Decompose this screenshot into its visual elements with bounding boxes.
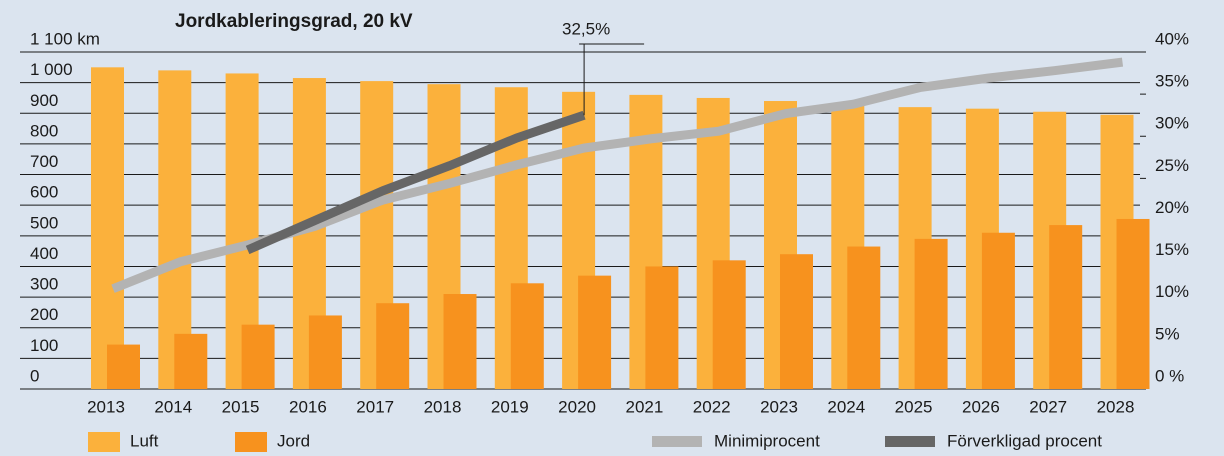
bar xyxy=(645,266,679,389)
legend-label: Minimiprocent xyxy=(714,431,820,450)
x-tick-label: 2015 xyxy=(222,397,260,416)
bar xyxy=(981,232,1015,389)
y-tick-label: 300 xyxy=(30,275,58,294)
x-tick-label: 2022 xyxy=(693,397,731,416)
bar xyxy=(914,238,948,389)
y2-tick-label: 20% xyxy=(1155,198,1189,217)
x-tick-label: 2023 xyxy=(760,397,798,416)
x-tick-label: 2027 xyxy=(1029,397,1067,416)
bar xyxy=(376,303,410,389)
legend-swatch xyxy=(88,432,120,452)
bar xyxy=(308,315,342,389)
bar xyxy=(91,67,124,390)
x-tick-label: 2026 xyxy=(962,397,1000,416)
x-tick-label: 2021 xyxy=(625,397,663,416)
line xyxy=(245,110,586,255)
x-tick-label: 2017 xyxy=(356,397,394,416)
y-tick-label: 500 xyxy=(30,213,58,232)
y2-tick-label: 25% xyxy=(1155,156,1189,175)
annotation: 32,5% xyxy=(562,19,610,38)
y2-tick-label: 0 % xyxy=(1155,366,1184,385)
y-tick-label: 700 xyxy=(30,152,58,171)
y2-tick-label: 5% xyxy=(1155,324,1180,343)
y-tick-label: 400 xyxy=(30,244,58,263)
bar xyxy=(174,333,208,389)
y2-tick-label: 30% xyxy=(1155,114,1189,133)
x-tick-label: 2020 xyxy=(558,397,596,416)
bar xyxy=(847,246,881,389)
y2-tick-label: 15% xyxy=(1155,240,1189,259)
x-tick-label: 2019 xyxy=(491,397,529,416)
bar xyxy=(510,283,544,389)
y-tick-label: 1 100 km xyxy=(30,29,100,48)
x-tick-label: 2013 xyxy=(87,397,125,416)
legend-swatch xyxy=(235,432,267,452)
legend-swatch xyxy=(885,436,935,447)
legend-label: Förverkligad procent xyxy=(947,431,1102,450)
chart-title: Jordkableringsgrad, 20 kV xyxy=(175,11,413,32)
x-tick-label: 2025 xyxy=(895,397,933,416)
bar xyxy=(578,275,612,389)
legend-label: Luft xyxy=(130,431,159,450)
bar xyxy=(780,254,813,389)
bar xyxy=(443,294,477,389)
bar xyxy=(1116,218,1150,389)
x-tick-label: 2014 xyxy=(154,397,192,416)
annotation-line xyxy=(579,43,645,116)
bar xyxy=(107,344,140,389)
x-tick-label: 2016 xyxy=(289,397,327,416)
x-tick-label: 2018 xyxy=(424,397,462,416)
y2-tick-label: 10% xyxy=(1155,282,1189,301)
y-tick-label: 900 xyxy=(30,91,58,110)
y2-tick-label: 40% xyxy=(1155,29,1189,48)
legend-swatch xyxy=(652,436,702,447)
y-tick-label: 1 000 xyxy=(30,60,73,79)
y-tick-label: 100 xyxy=(30,336,58,355)
x-tick-label: 2024 xyxy=(827,397,865,416)
x-tick-label: 2028 xyxy=(1097,397,1135,416)
bar xyxy=(1049,225,1083,389)
y-tick-label: 600 xyxy=(30,183,58,202)
y-tick-label: 0 xyxy=(30,366,39,385)
bar xyxy=(712,260,746,389)
legend-label: Jord xyxy=(277,431,310,450)
bar xyxy=(241,324,275,389)
y-tick-label: 800 xyxy=(30,121,58,140)
y-tick-label: 200 xyxy=(30,305,58,324)
y2-tick-label: 35% xyxy=(1155,72,1189,91)
